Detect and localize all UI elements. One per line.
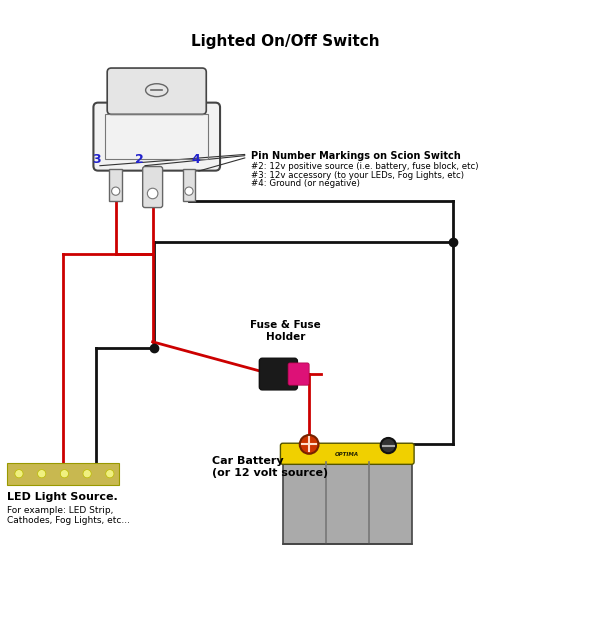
- Text: 3: 3: [92, 153, 101, 166]
- Circle shape: [15, 469, 23, 478]
- FancyBboxPatch shape: [143, 166, 163, 208]
- Text: #2: 12v positive source (i.e. battery, fuse block, etc): #2: 12v positive source (i.e. battery, f…: [250, 162, 478, 171]
- FancyBboxPatch shape: [94, 102, 220, 171]
- Text: OPTIMA: OPTIMA: [335, 452, 359, 457]
- Bar: [214, 112, 220, 161]
- Circle shape: [185, 187, 193, 195]
- Circle shape: [147, 188, 158, 199]
- Bar: [94, 112, 100, 161]
- Text: #3: 12v accessory (to your LEDs, Fog Lights, etc): #3: 12v accessory (to your LEDs, Fog Lig…: [250, 171, 464, 179]
- Ellipse shape: [145, 84, 168, 97]
- FancyBboxPatch shape: [288, 363, 309, 385]
- Circle shape: [111, 187, 120, 195]
- Text: LED Light Source.: LED Light Source.: [7, 492, 118, 502]
- Bar: [105, 114, 209, 159]
- Bar: [283, 462, 412, 544]
- Text: #4: Ground (or negative): #4: Ground (or negative): [250, 179, 359, 188]
- Bar: [109, 169, 122, 201]
- Text: Pin Number Markings on Scion Switch: Pin Number Markings on Scion Switch: [250, 151, 460, 161]
- Circle shape: [38, 469, 46, 478]
- Text: 2: 2: [135, 153, 144, 166]
- Text: For example: LED Strip,
Cathodes, Fog Lights, etc...: For example: LED Strip, Cathodes, Fog Li…: [7, 506, 130, 526]
- Text: 4: 4: [191, 153, 200, 166]
- Circle shape: [83, 469, 91, 478]
- Circle shape: [106, 469, 114, 478]
- Text: Lighted On/Off Switch: Lighted On/Off Switch: [191, 34, 380, 49]
- Circle shape: [300, 435, 319, 454]
- FancyBboxPatch shape: [259, 358, 297, 390]
- Circle shape: [60, 469, 68, 478]
- FancyBboxPatch shape: [280, 443, 414, 464]
- Bar: [7, 462, 118, 485]
- Text: Car Battery
(or 12 volt source): Car Battery (or 12 volt source): [213, 456, 329, 478]
- Bar: [183, 169, 196, 201]
- Text: Fuse & Fuse
Holder: Fuse & Fuse Holder: [250, 320, 321, 342]
- FancyBboxPatch shape: [107, 68, 206, 114]
- Circle shape: [380, 438, 396, 453]
